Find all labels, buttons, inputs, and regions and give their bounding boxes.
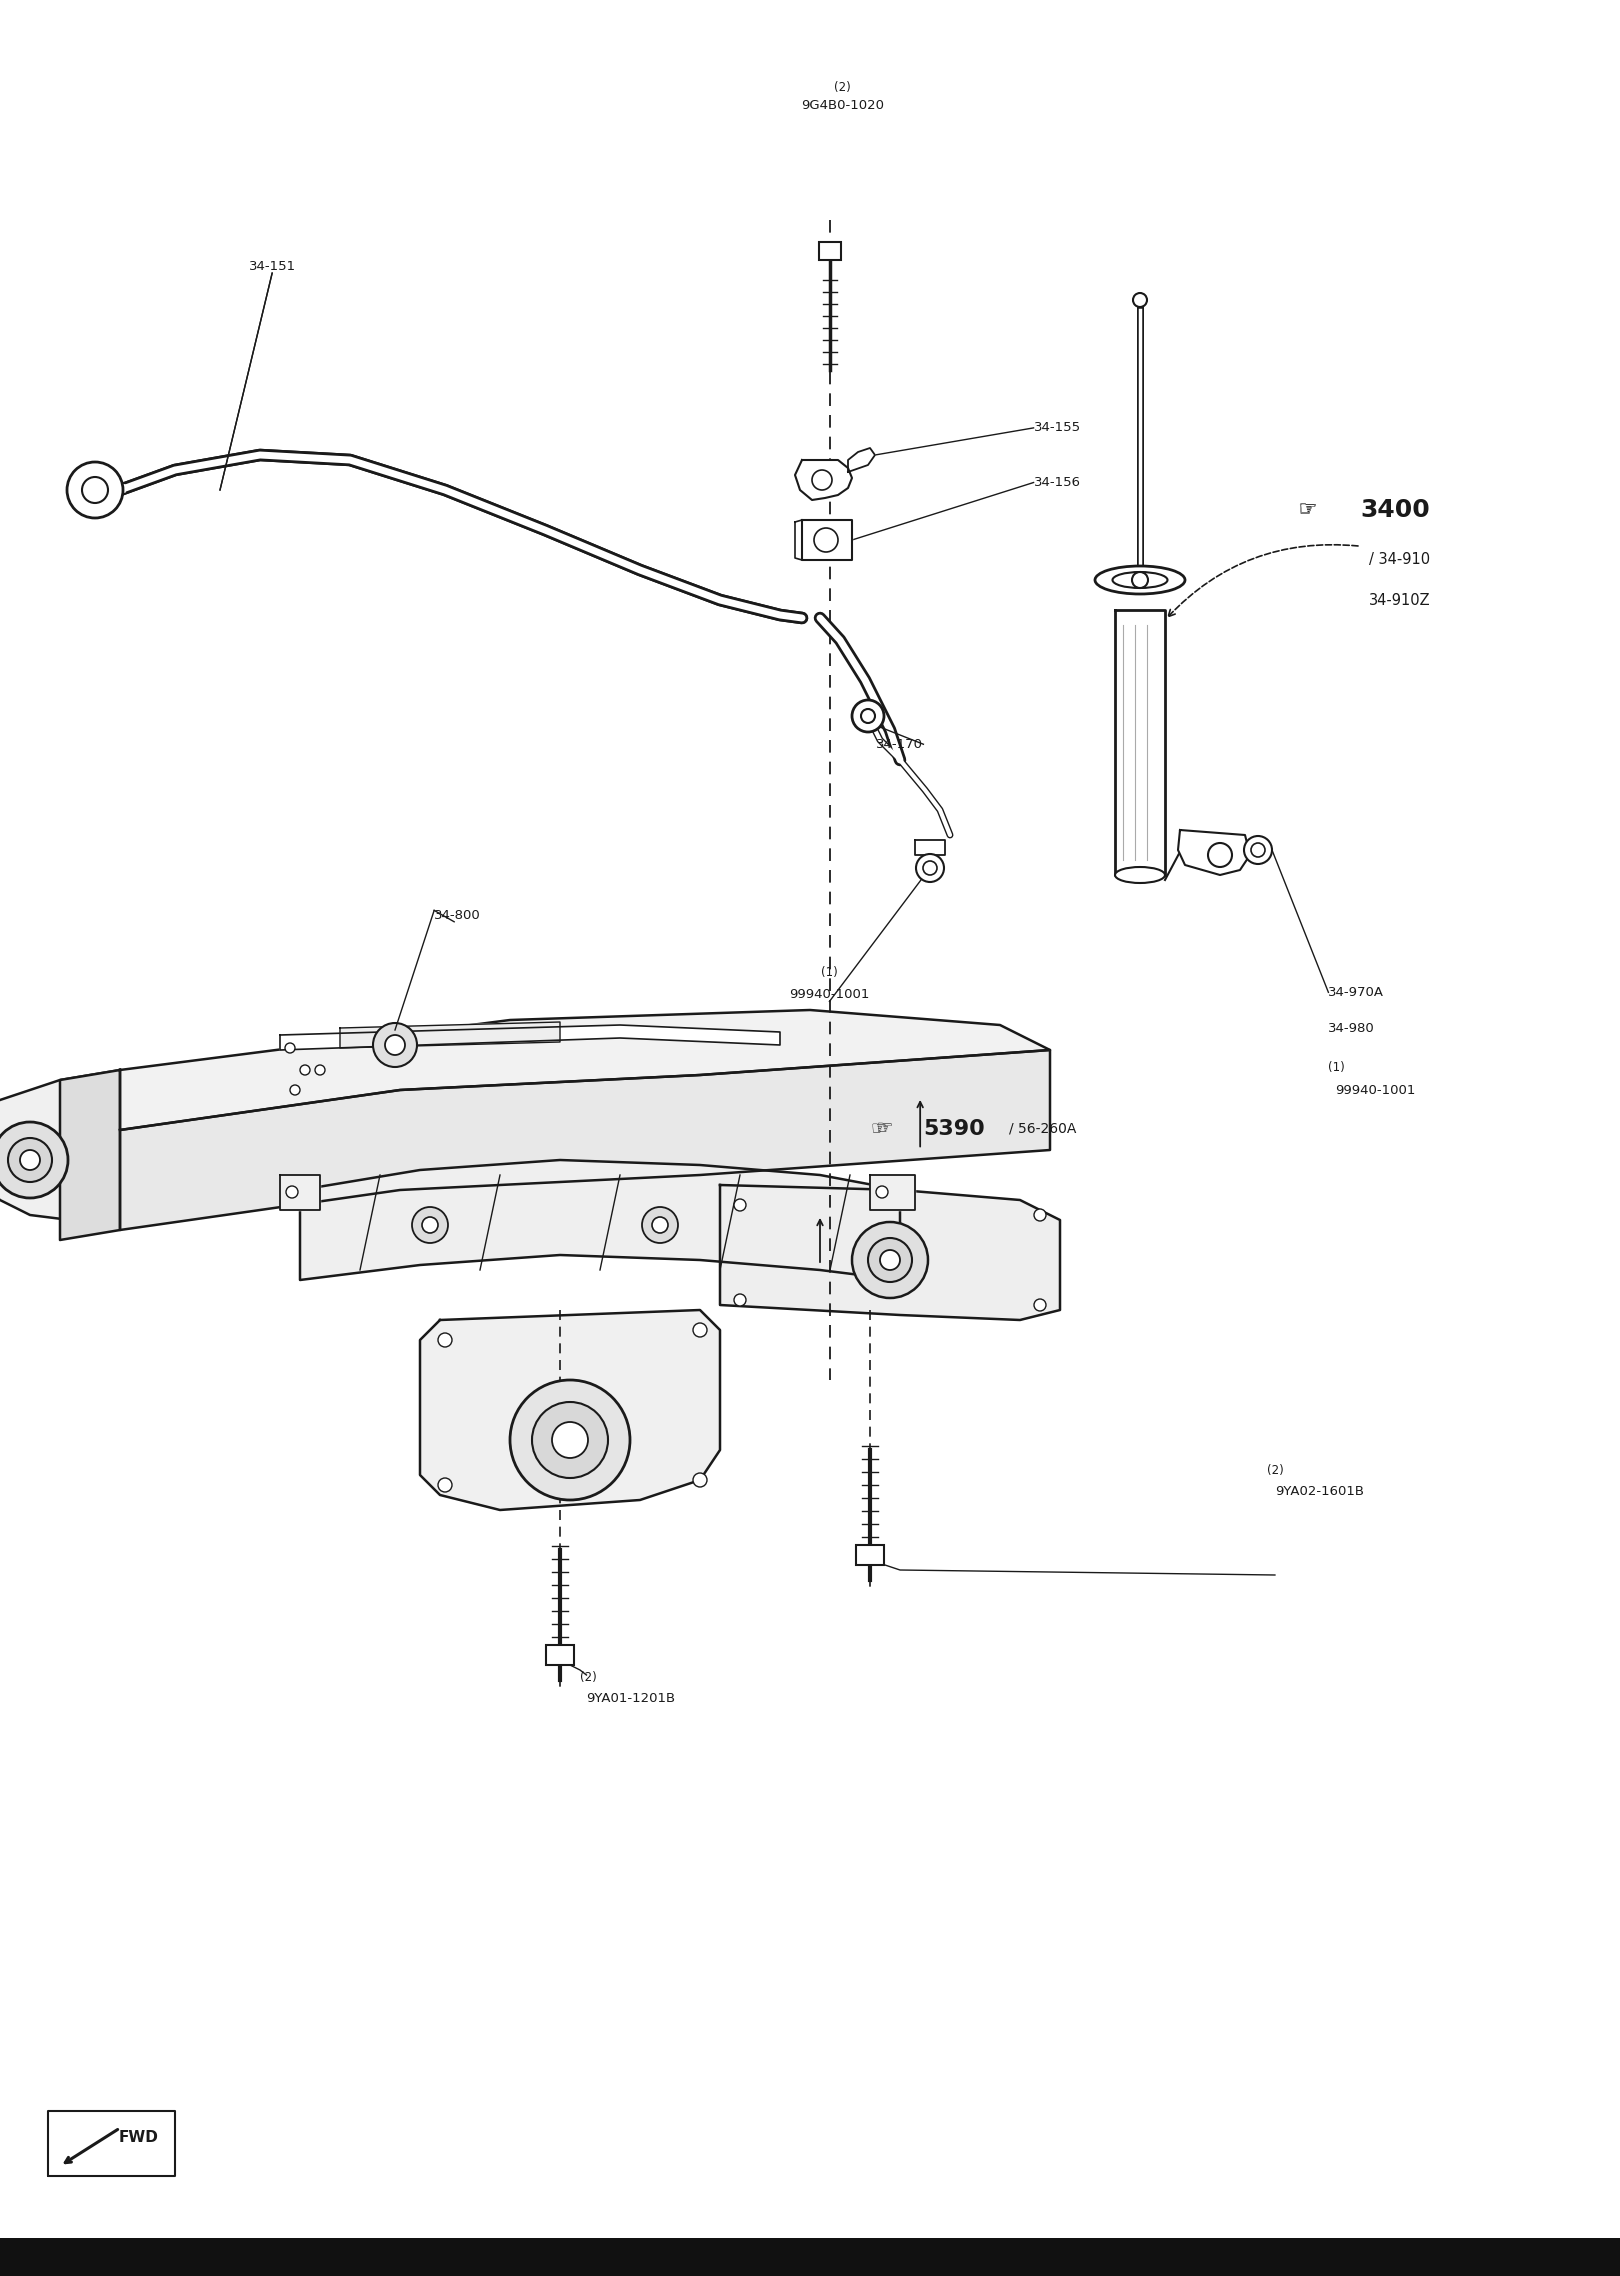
- Text: (2): (2): [834, 82, 851, 96]
- Circle shape: [510, 1379, 630, 1500]
- Circle shape: [1034, 1209, 1047, 1220]
- Circle shape: [531, 1402, 608, 1477]
- Polygon shape: [280, 1024, 779, 1049]
- Polygon shape: [420, 1311, 719, 1509]
- Bar: [546, 1646, 573, 1666]
- Polygon shape: [795, 519, 802, 560]
- Bar: [855, 1545, 885, 1566]
- Text: 34-156: 34-156: [1034, 476, 1081, 489]
- Polygon shape: [120, 1011, 1050, 1129]
- Circle shape: [300, 1065, 309, 1074]
- Text: (1): (1): [1328, 1061, 1345, 1074]
- Circle shape: [651, 1218, 667, 1234]
- Circle shape: [1209, 842, 1231, 867]
- Circle shape: [1132, 294, 1147, 307]
- Text: 34-170: 34-170: [876, 737, 923, 751]
- Circle shape: [693, 1322, 706, 1336]
- Polygon shape: [110, 483, 125, 494]
- Bar: [820, 241, 841, 259]
- Circle shape: [290, 1086, 300, 1095]
- Text: / 34-910: / 34-910: [1369, 553, 1430, 567]
- Circle shape: [411, 1206, 449, 1243]
- Circle shape: [373, 1022, 416, 1067]
- Circle shape: [880, 1250, 901, 1270]
- Polygon shape: [870, 1174, 915, 1211]
- Polygon shape: [847, 448, 875, 471]
- Polygon shape: [60, 1070, 120, 1240]
- Circle shape: [287, 1186, 298, 1197]
- Polygon shape: [795, 460, 852, 501]
- Text: 9YA01-1201B: 9YA01-1201B: [586, 1691, 676, 1705]
- Text: ☞: ☞: [875, 1120, 893, 1138]
- Text: FWD: FWD: [118, 2130, 159, 2144]
- Text: 5390: 5390: [923, 1120, 985, 1138]
- Circle shape: [860, 710, 875, 724]
- Circle shape: [915, 854, 944, 883]
- Circle shape: [812, 471, 833, 489]
- Circle shape: [734, 1199, 745, 1211]
- Text: 99940-1001: 99940-1001: [1335, 1083, 1416, 1097]
- Ellipse shape: [1113, 571, 1168, 587]
- Circle shape: [1132, 571, 1149, 587]
- Circle shape: [923, 860, 936, 874]
- Text: 34-980: 34-980: [1328, 1022, 1375, 1036]
- Circle shape: [0, 1122, 68, 1197]
- Text: ☞: ☞: [1298, 501, 1317, 519]
- Circle shape: [66, 462, 123, 519]
- Circle shape: [1251, 842, 1265, 858]
- Circle shape: [868, 1238, 912, 1281]
- Text: / 56-260A: / 56-260A: [1009, 1122, 1077, 1136]
- Polygon shape: [1115, 610, 1165, 874]
- Circle shape: [734, 1295, 745, 1306]
- Circle shape: [813, 528, 838, 553]
- Text: (1): (1): [821, 965, 838, 979]
- Polygon shape: [0, 1070, 120, 1220]
- Text: 9YA02-1601B: 9YA02-1601B: [1275, 1484, 1364, 1498]
- Polygon shape: [719, 1186, 1059, 1320]
- Circle shape: [19, 1149, 40, 1170]
- Text: 3400: 3400: [1361, 498, 1430, 521]
- Text: (2): (2): [580, 1671, 596, 1684]
- Polygon shape: [915, 840, 944, 856]
- Text: (2): (2): [1267, 1463, 1283, 1477]
- Ellipse shape: [1115, 867, 1165, 883]
- Circle shape: [421, 1218, 437, 1234]
- Circle shape: [642, 1206, 679, 1243]
- Text: 99940-1001: 99940-1001: [789, 988, 870, 1001]
- Circle shape: [437, 1477, 452, 1493]
- Polygon shape: [1178, 831, 1251, 874]
- Circle shape: [285, 1042, 295, 1054]
- Circle shape: [314, 1065, 326, 1074]
- Text: ☞: ☞: [1298, 501, 1315, 519]
- Circle shape: [1034, 1300, 1047, 1311]
- Circle shape: [876, 1186, 888, 1197]
- Circle shape: [852, 1222, 928, 1297]
- Text: 9G4B0-1020: 9G4B0-1020: [800, 98, 885, 112]
- Circle shape: [437, 1334, 452, 1347]
- Text: ☞: ☞: [870, 1120, 886, 1138]
- Polygon shape: [802, 519, 852, 560]
- Circle shape: [1244, 835, 1272, 865]
- Text: 34-151: 34-151: [248, 259, 296, 273]
- Text: 34-800: 34-800: [434, 908, 481, 922]
- Bar: [0, 2237, 1620, 2276]
- FancyArrowPatch shape: [1168, 544, 1358, 617]
- Ellipse shape: [1095, 567, 1184, 594]
- Polygon shape: [280, 1174, 321, 1211]
- Text: 34-910Z: 34-910Z: [1369, 594, 1430, 608]
- Text: 34-155: 34-155: [1034, 421, 1081, 435]
- Circle shape: [693, 1473, 706, 1486]
- Polygon shape: [120, 1049, 1050, 1229]
- Circle shape: [852, 701, 885, 733]
- Circle shape: [8, 1138, 52, 1181]
- Circle shape: [83, 478, 109, 503]
- Text: 34-970A: 34-970A: [1328, 986, 1385, 999]
- Polygon shape: [340, 1022, 561, 1047]
- Circle shape: [552, 1422, 588, 1459]
- Polygon shape: [300, 1161, 901, 1279]
- Circle shape: [386, 1036, 405, 1056]
